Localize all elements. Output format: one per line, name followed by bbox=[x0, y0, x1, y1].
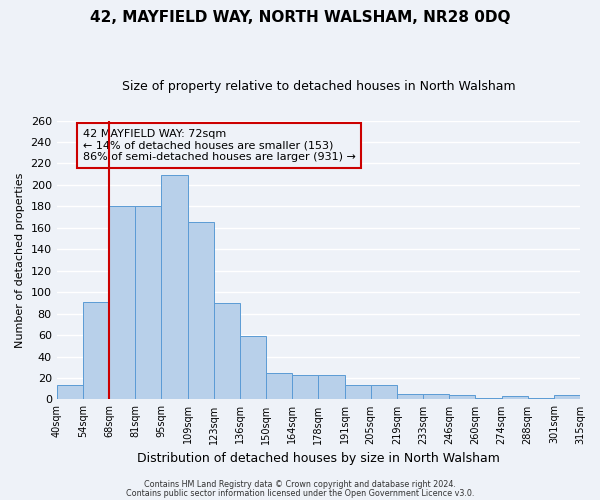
Text: 42, MAYFIELD WAY, NORTH WALSHAM, NR28 0DQ: 42, MAYFIELD WAY, NORTH WALSHAM, NR28 0D… bbox=[90, 10, 510, 25]
Text: Contains public sector information licensed under the Open Government Licence v3: Contains public sector information licen… bbox=[126, 488, 474, 498]
Y-axis label: Number of detached properties: Number of detached properties bbox=[15, 172, 25, 348]
Bar bbox=[266, 372, 292, 400]
Text: Contains HM Land Registry data © Crown copyright and database right 2024.: Contains HM Land Registry data © Crown c… bbox=[144, 480, 456, 489]
Bar bbox=[475, 398, 502, 400]
Bar bbox=[109, 206, 135, 400]
Bar bbox=[83, 302, 109, 400]
Bar bbox=[344, 386, 371, 400]
Text: 42 MAYFIELD WAY: 72sqm
← 14% of detached houses are smaller (153)
86% of semi-de: 42 MAYFIELD WAY: 72sqm ← 14% of detached… bbox=[83, 129, 356, 162]
Bar bbox=[292, 375, 319, 400]
Bar bbox=[371, 386, 397, 400]
Bar bbox=[214, 303, 240, 400]
Bar bbox=[187, 222, 214, 400]
Bar bbox=[502, 396, 527, 400]
Bar bbox=[449, 395, 475, 400]
Bar bbox=[56, 386, 83, 400]
Bar bbox=[135, 206, 161, 400]
Bar bbox=[554, 395, 580, 400]
Bar bbox=[423, 394, 449, 400]
Bar bbox=[161, 176, 187, 400]
Bar bbox=[527, 398, 554, 400]
X-axis label: Distribution of detached houses by size in North Walsham: Distribution of detached houses by size … bbox=[137, 452, 500, 465]
Title: Size of property relative to detached houses in North Walsham: Size of property relative to detached ho… bbox=[122, 80, 515, 93]
Bar bbox=[319, 375, 344, 400]
Bar bbox=[397, 394, 423, 400]
Bar bbox=[240, 336, 266, 400]
